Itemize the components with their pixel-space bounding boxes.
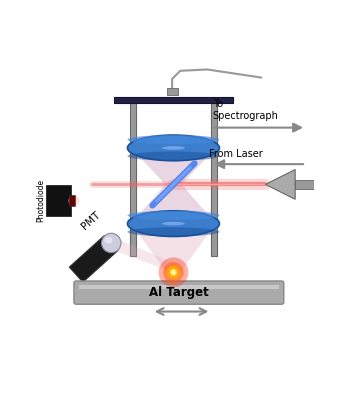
Text: Al Target: Al Target xyxy=(149,286,209,299)
FancyBboxPatch shape xyxy=(46,185,70,216)
Ellipse shape xyxy=(162,222,185,226)
Ellipse shape xyxy=(162,146,185,150)
FancyBboxPatch shape xyxy=(114,96,233,103)
Ellipse shape xyxy=(172,271,175,274)
Ellipse shape xyxy=(127,227,220,236)
FancyBboxPatch shape xyxy=(69,195,75,206)
Ellipse shape xyxy=(127,135,220,144)
Polygon shape xyxy=(131,148,216,184)
Ellipse shape xyxy=(102,233,121,253)
FancyBboxPatch shape xyxy=(130,99,136,256)
Text: PMT: PMT xyxy=(80,210,103,232)
Ellipse shape xyxy=(68,195,79,206)
FancyBboxPatch shape xyxy=(69,236,118,282)
Ellipse shape xyxy=(163,262,184,283)
Polygon shape xyxy=(265,170,295,199)
FancyBboxPatch shape xyxy=(295,180,320,189)
FancyBboxPatch shape xyxy=(211,99,217,256)
Ellipse shape xyxy=(170,269,177,276)
FancyBboxPatch shape xyxy=(337,182,344,187)
FancyBboxPatch shape xyxy=(79,285,279,289)
FancyBboxPatch shape xyxy=(167,88,178,95)
Ellipse shape xyxy=(127,152,220,161)
Polygon shape xyxy=(131,184,216,224)
Ellipse shape xyxy=(127,211,220,236)
Ellipse shape xyxy=(158,258,188,287)
FancyBboxPatch shape xyxy=(74,281,284,304)
Polygon shape xyxy=(109,238,176,270)
Ellipse shape xyxy=(127,135,220,161)
Polygon shape xyxy=(131,224,216,275)
Ellipse shape xyxy=(127,211,220,220)
Ellipse shape xyxy=(104,237,113,244)
Text: From Laser: From Laser xyxy=(209,149,262,159)
Text: To
Spectrograph: To Spectrograph xyxy=(213,99,279,121)
Text: Photodiode: Photodiode xyxy=(36,179,45,222)
Ellipse shape xyxy=(167,266,180,279)
